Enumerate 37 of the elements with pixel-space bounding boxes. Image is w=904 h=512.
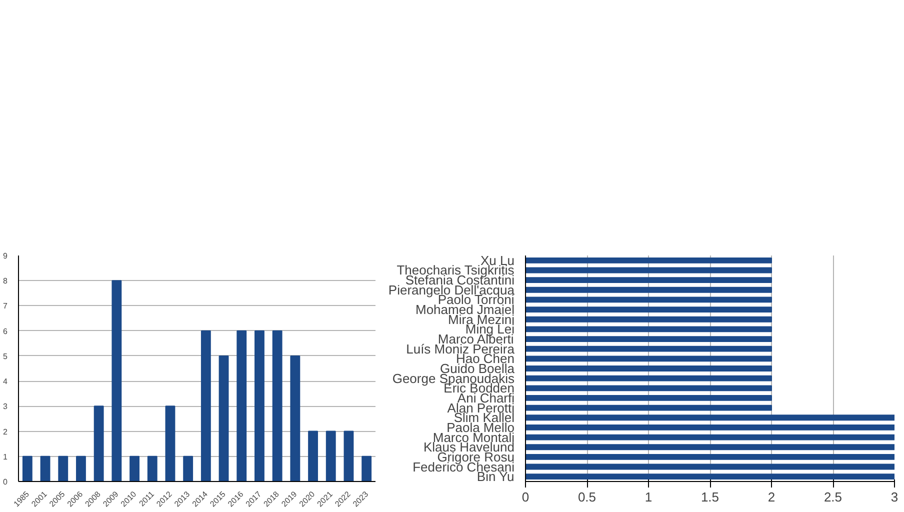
- x-tick-label: 0: [522, 490, 530, 504]
- bar: [362, 456, 372, 482]
- y-tick-label: 1: [3, 452, 8, 462]
- bar: [218, 355, 229, 482]
- bar: [272, 330, 282, 482]
- bar: [183, 456, 194, 482]
- bar: [22, 456, 32, 482]
- bar: [76, 456, 86, 482]
- bar: [254, 330, 264, 482]
- x-tick-label: 3: [890, 490, 898, 504]
- y-tick-label: 9: [3, 252, 8, 260]
- y-tick-label: 8: [3, 276, 8, 286]
- x-tick-label: 1.5: [700, 490, 720, 504]
- bar: [290, 355, 300, 482]
- bar: [58, 456, 68, 482]
- y-tick-label: 3: [3, 402, 8, 412]
- bar: [94, 406, 104, 482]
- bar: [308, 430, 318, 482]
- x-tick-label: 1: [644, 490, 652, 504]
- y-tick-label: 6: [3, 326, 8, 336]
- bar: [130, 456, 140, 482]
- bar: [40, 456, 50, 482]
- y-tick-label: 2: [3, 427, 8, 436]
- bar: [344, 430, 354, 482]
- y-tick-label: 0: [3, 478, 8, 486]
- x-tick-label: 2: [768, 490, 776, 504]
- bar: [165, 406, 176, 482]
- bar: [200, 330, 211, 482]
- bar: [236, 330, 247, 482]
- x-tick-label: 0.5: [578, 490, 596, 504]
- bar: [112, 280, 122, 482]
- bar: [326, 430, 336, 482]
- y-tick-label: 5: [3, 352, 8, 361]
- bar: [147, 456, 158, 482]
- y-tick-label: 4: [3, 377, 8, 386]
- y-tick-label: 7: [3, 302, 8, 311]
- x-tick-label: 2.5: [824, 490, 842, 504]
